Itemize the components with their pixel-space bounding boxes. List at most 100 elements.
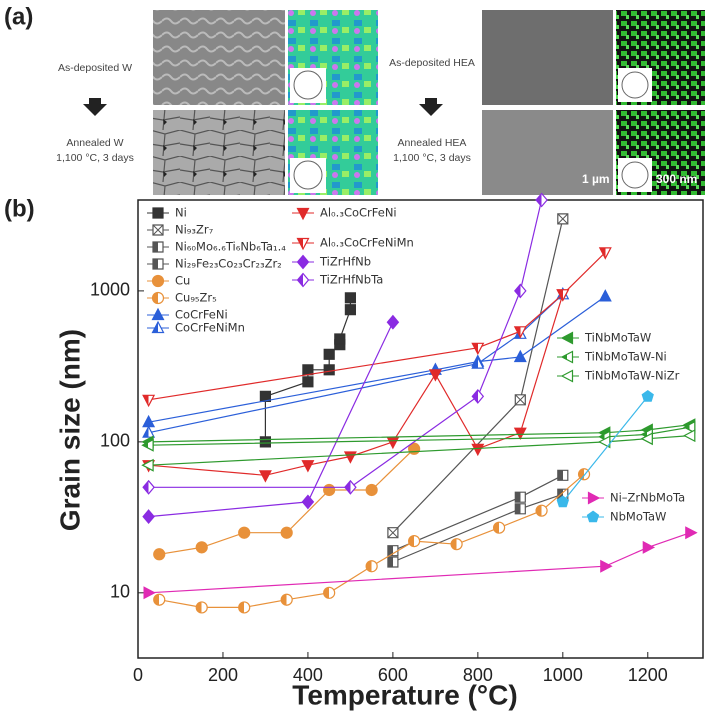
marker bbox=[685, 526, 698, 540]
legend-label: Ni₆₀Mo₆.₆Ti₆Nb₆Ta₁.₄ bbox=[175, 240, 286, 254]
marker bbox=[301, 494, 315, 510]
x-tick-label: 200 bbox=[208, 665, 238, 685]
panel-label: (b) bbox=[4, 195, 35, 222]
micrograph bbox=[153, 110, 285, 195]
marker bbox=[556, 495, 570, 508]
marker bbox=[598, 247, 612, 260]
marker bbox=[471, 356, 485, 369]
caption: As-deposited W bbox=[58, 62, 132, 74]
marker bbox=[535, 504, 548, 517]
marker bbox=[450, 538, 463, 551]
marker-cross bbox=[514, 394, 526, 406]
marker bbox=[640, 432, 653, 446]
legend-label: TiZrHfNb bbox=[319, 255, 371, 269]
scale-label: 1 µm bbox=[582, 172, 610, 186]
x-axis-label: Temperature (°C) bbox=[292, 679, 517, 710]
marker bbox=[344, 304, 356, 316]
marker bbox=[428, 369, 442, 382]
y-tick-label: 100 bbox=[100, 431, 130, 451]
marker bbox=[492, 521, 506, 534]
marker-cross bbox=[387, 527, 399, 539]
marker bbox=[258, 470, 272, 483]
caption: Annealed W bbox=[66, 137, 123, 149]
marker bbox=[323, 348, 335, 360]
x-tick-label: 1200 bbox=[628, 665, 668, 685]
series-line bbox=[562, 396, 649, 503]
marker bbox=[296, 272, 310, 288]
arrow bbox=[419, 98, 443, 116]
series: TiNbMoTaW-NiZr bbox=[141, 369, 696, 472]
legend-label: Cu bbox=[175, 274, 190, 288]
marker bbox=[408, 535, 421, 548]
marker bbox=[641, 389, 654, 402]
micrograph bbox=[482, 110, 613, 195]
legend-label: Ni bbox=[175, 206, 187, 220]
legend-label: Al₀.₃CoCrFeNiMn bbox=[320, 236, 414, 250]
marker bbox=[365, 483, 378, 497]
x-tick-label: 400 bbox=[293, 665, 323, 685]
marker bbox=[153, 593, 166, 606]
marker bbox=[238, 601, 251, 614]
marker bbox=[195, 541, 208, 554]
marker bbox=[683, 429, 696, 443]
marker bbox=[141, 438, 154, 452]
marker bbox=[142, 479, 155, 495]
x-tick-label: 600 bbox=[378, 665, 408, 685]
marker-cross bbox=[152, 224, 164, 236]
series: Ni₆₀Mo₆.₆Ti₆Nb₆Ta₁.₄ bbox=[147, 240, 569, 568]
series-line bbox=[148, 293, 564, 434]
marker bbox=[471, 443, 485, 457]
marker bbox=[471, 342, 485, 356]
marker-cross bbox=[557, 213, 569, 225]
series: TiZrHfNbTa bbox=[142, 192, 548, 495]
series-line bbox=[148, 426, 691, 446]
series: TiZrHfNb bbox=[142, 255, 400, 525]
marker bbox=[556, 289, 570, 302]
x-tick-label: 0 bbox=[133, 665, 143, 685]
y-tick-label: 1000 bbox=[90, 280, 130, 300]
pole-figure bbox=[293, 160, 323, 190]
marker bbox=[280, 593, 293, 606]
marker bbox=[514, 283, 527, 299]
marker bbox=[334, 333, 346, 345]
series: Cu bbox=[147, 274, 421, 561]
series-line bbox=[148, 532, 691, 594]
marker bbox=[387, 545, 399, 557]
x-tick-label: 800 bbox=[463, 665, 493, 685]
series: TiNbMoTaW bbox=[141, 331, 696, 449]
caption: Annealed HEA bbox=[398, 137, 467, 149]
marker bbox=[513, 326, 527, 339]
marker bbox=[514, 503, 526, 515]
series: Cu₉₅Zr₅ bbox=[147, 291, 591, 614]
micrograph bbox=[153, 10, 285, 105]
series: Ni₂₉Fe₂₃Co₂₃Cr₂₃Zr₂ bbox=[147, 257, 569, 557]
legend-label: TiNbMoTaW bbox=[584, 331, 651, 345]
x-tick-label: 1000 bbox=[543, 665, 583, 685]
marker bbox=[557, 469, 569, 481]
y-tick-label: 10 bbox=[110, 582, 130, 602]
caption: As-deposited HEA bbox=[389, 57, 475, 69]
caption: 1,100 °C, 3 days bbox=[393, 152, 471, 164]
legend-label: Al₀.₃CoCrFeNi bbox=[320, 206, 397, 220]
marker bbox=[302, 364, 314, 376]
series: Al₀.₃CoCrFeNiMn bbox=[142, 236, 612, 408]
marker bbox=[323, 586, 336, 599]
marker bbox=[642, 540, 656, 554]
marker bbox=[535, 192, 548, 208]
series-line bbox=[148, 435, 691, 466]
pole-figure bbox=[618, 68, 652, 102]
pole-figure bbox=[621, 161, 649, 189]
series: Ni bbox=[147, 206, 356, 448]
marker bbox=[151, 320, 165, 334]
marker bbox=[513, 349, 527, 363]
marker bbox=[152, 207, 164, 219]
series-line bbox=[264, 297, 351, 442]
marker bbox=[683, 420, 696, 434]
marker bbox=[365, 560, 378, 573]
marker bbox=[296, 207, 310, 221]
marker bbox=[280, 526, 293, 539]
marker bbox=[259, 436, 271, 448]
marker bbox=[151, 307, 165, 321]
marker bbox=[195, 601, 208, 614]
scale-label: 300 nm bbox=[656, 172, 697, 186]
